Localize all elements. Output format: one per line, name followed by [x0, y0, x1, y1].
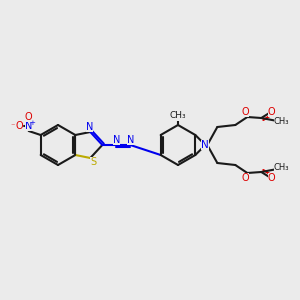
Text: N: N [85, 122, 93, 132]
Text: N: N [112, 135, 120, 145]
Text: CH₃: CH₃ [274, 164, 289, 172]
Text: O: O [242, 173, 249, 183]
Text: O: O [242, 107, 249, 117]
Text: +: + [30, 120, 36, 126]
Text: S: S [90, 157, 96, 167]
Text: O: O [268, 107, 275, 117]
Text: N: N [25, 121, 32, 131]
Text: CH₃: CH₃ [274, 118, 289, 127]
Text: N: N [201, 140, 209, 150]
Text: O: O [16, 121, 23, 131]
Text: O: O [25, 112, 32, 122]
Text: ⁻: ⁻ [11, 122, 15, 130]
Text: O: O [268, 173, 275, 183]
Text: CH₃: CH₃ [170, 112, 186, 121]
Text: N: N [127, 135, 134, 145]
